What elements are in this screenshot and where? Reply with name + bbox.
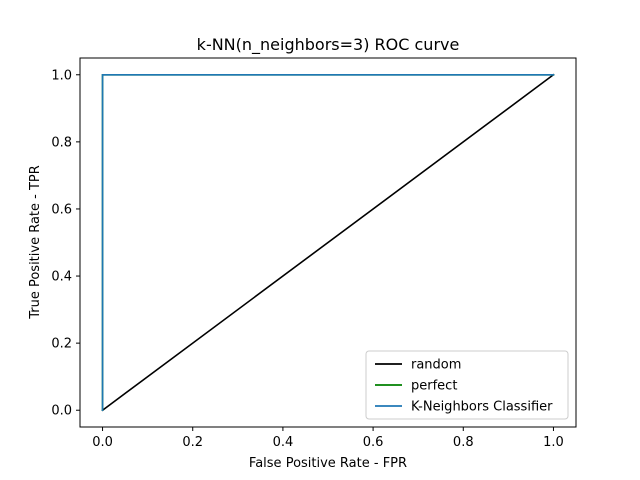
x-tick-label: 0.8 (453, 435, 474, 450)
legend-box (365, 350, 569, 420)
y-tick-label: 0.4 (51, 270, 72, 285)
chart-title: k-NN(n_neighbors=3) ROC curve (197, 35, 460, 55)
x-axis-label: False Positive Rate - FPR (249, 456, 407, 471)
y-tick-label: 0.6 (51, 202, 72, 217)
legend-label-perfect: perfect (411, 379, 457, 394)
x-tick-label: 0.2 (182, 435, 203, 450)
axes-frame (79, 57, 577, 428)
legend: random perfect K-Neighbors Classifier (365, 350, 569, 420)
x-tick-label: 0.6 (363, 435, 384, 450)
y-axis-label: True Positive Rate - TPR (28, 165, 43, 320)
series-line-k-neighbors-classifier (101, 73, 555, 412)
y-tick-label: 0.8 (51, 135, 72, 150)
legend-label-k-neighbors-classifier: K-Neighbors Classifier (411, 400, 553, 415)
series-line-random (101, 73, 555, 412)
legend-label-random: random (411, 358, 461, 373)
x-tick-label: 1.0 (543, 435, 564, 450)
x-tick-label: 0.4 (273, 435, 294, 450)
x-tick-label: 0.0 (92, 435, 113, 450)
y-tick-label: 0.2 (51, 337, 72, 352)
plot-area: 0.0 0.2 0.4 0.6 0.8 1.0 0.0 0.2 0.4 0.6 0.8 1.0 rand… (51, 57, 577, 450)
y-tick-label: 0.0 (51, 404, 72, 419)
y-tick-label: 1.0 (51, 68, 72, 83)
